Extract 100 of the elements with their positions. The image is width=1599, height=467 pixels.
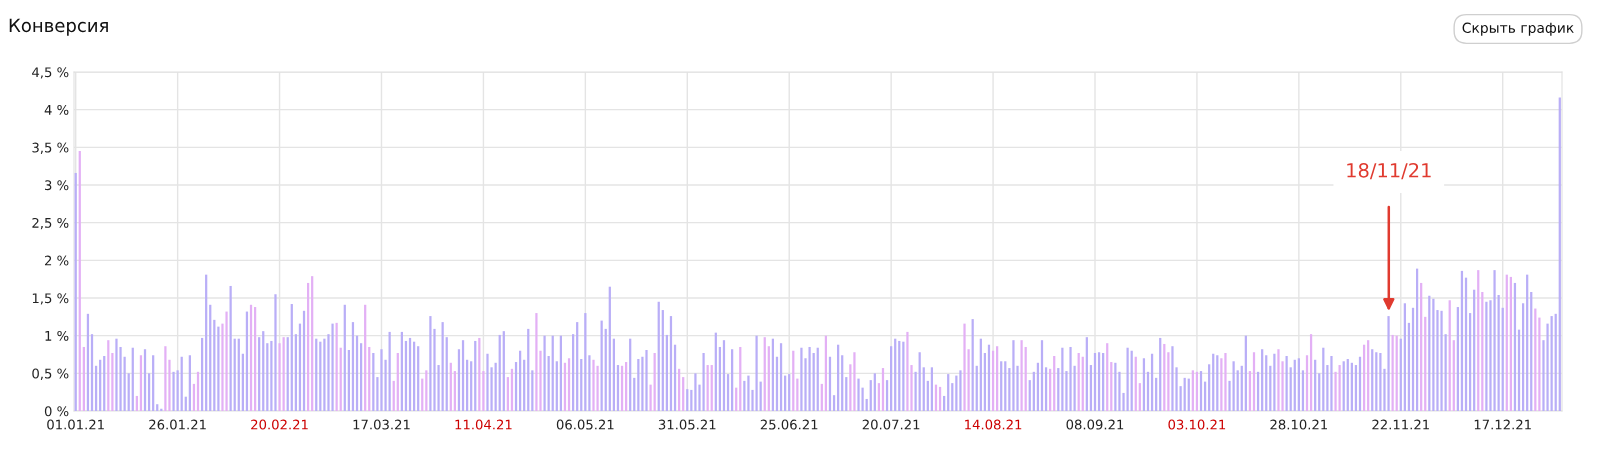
bar xyxy=(808,346,811,411)
bar xyxy=(1028,380,1031,411)
bar xyxy=(1224,352,1227,411)
bar xyxy=(380,349,383,411)
bar xyxy=(90,334,94,411)
bar xyxy=(588,355,591,411)
y-tick-label: 4,5 % xyxy=(32,67,69,79)
bar xyxy=(906,331,909,411)
bar xyxy=(331,323,334,411)
text: Скрыть график xyxy=(1462,22,1574,36)
bar xyxy=(567,358,571,411)
bar xyxy=(930,367,934,411)
x-tick-label: 25.06.21 xyxy=(760,419,818,430)
y-tick-label: 1,5 % xyxy=(32,293,69,305)
bar xyxy=(1008,368,1011,411)
bar xyxy=(694,373,697,411)
bar xyxy=(1432,298,1435,411)
x-tick-label: 20.02.21 xyxy=(251,419,308,430)
bar xyxy=(996,346,999,411)
bar xyxy=(767,346,770,411)
bar xyxy=(1485,301,1488,411)
bar xyxy=(543,335,546,411)
bar xyxy=(1273,353,1276,411)
x-tick-label: 11.04.21 xyxy=(455,419,512,430)
bar xyxy=(1114,362,1117,411)
bar xyxy=(176,370,179,411)
bar xyxy=(323,338,326,411)
annotation: 18/11/21 xyxy=(1347,162,1431,180)
bar xyxy=(922,367,925,411)
bar xyxy=(1142,358,1146,411)
bar xyxy=(963,323,966,411)
bar xyxy=(147,373,151,411)
x-tick-label: 03.10.21 xyxy=(1168,419,1226,430)
bar xyxy=(885,380,889,411)
x-tick-label: 20.07.21 xyxy=(862,419,920,430)
y-tick-label: 3 % xyxy=(45,180,69,191)
bar xyxy=(832,395,836,411)
bar xyxy=(1208,364,1211,411)
y-tick-label: 2 % xyxy=(44,255,69,266)
x-tick-label: 31.05.21 xyxy=(658,419,716,430)
bar xyxy=(592,359,595,411)
bar xyxy=(1289,367,1292,411)
bar xyxy=(914,371,917,411)
bar xyxy=(278,343,281,411)
bar xyxy=(1546,323,1549,411)
bar xyxy=(1265,355,1268,411)
bar xyxy=(1538,317,1541,411)
bar xyxy=(1285,356,1288,411)
bar xyxy=(686,389,689,411)
bar xyxy=(1057,368,1060,411)
bar xyxy=(1216,355,1219,411)
bar xyxy=(873,373,876,411)
x-tick-label: 28.10.21 xyxy=(1270,419,1328,430)
y-tick-label: 0 % xyxy=(44,406,69,417)
x-tick-label: 01.01.21 xyxy=(47,419,104,430)
bar xyxy=(164,346,167,411)
bar xyxy=(1387,316,1390,411)
chart-title: Конверсия xyxy=(9,18,108,36)
bar xyxy=(294,334,297,411)
bar xyxy=(849,364,852,411)
bar xyxy=(800,347,803,411)
bar xyxy=(156,404,159,411)
bar xyxy=(225,311,228,411)
bar xyxy=(1493,270,1496,411)
x-tick-label: 14.08.21 xyxy=(965,419,1022,430)
bar xyxy=(959,370,962,411)
bar xyxy=(1004,361,1007,411)
bar xyxy=(755,335,758,411)
bar xyxy=(841,355,844,411)
bar xyxy=(425,370,428,411)
x-tick-label: 26.01.21 xyxy=(149,419,206,430)
bar xyxy=(1277,349,1280,411)
bar xyxy=(1000,361,1003,411)
bar xyxy=(881,368,885,411)
x-tick-label: 17.03.21 xyxy=(353,419,410,430)
bar xyxy=(1330,356,1333,411)
bar xyxy=(869,380,872,411)
y-tick-label: 2,5 % xyxy=(32,217,69,230)
bar xyxy=(482,371,485,411)
bar xyxy=(1297,358,1300,411)
bar xyxy=(535,313,538,411)
bar xyxy=(857,378,860,411)
bar xyxy=(115,338,118,411)
bar xyxy=(1440,310,1443,411)
bar xyxy=(172,371,175,411)
bar xyxy=(274,294,277,411)
bar xyxy=(1318,373,1321,411)
y-tick-label: 3,5 % xyxy=(32,142,69,154)
bar xyxy=(645,349,648,411)
bar xyxy=(890,346,893,411)
bar xyxy=(1236,370,1239,411)
bar xyxy=(853,352,856,411)
bar xyxy=(139,355,143,411)
bar xyxy=(571,334,575,411)
bar xyxy=(1448,300,1451,411)
bar xyxy=(1171,346,1174,411)
x-tick-label: 06.05.21 xyxy=(556,419,614,430)
y-tick-label: 1 % xyxy=(45,330,69,341)
bar xyxy=(1069,346,1072,411)
x-tick-label: 08.09.21 xyxy=(1066,419,1124,430)
